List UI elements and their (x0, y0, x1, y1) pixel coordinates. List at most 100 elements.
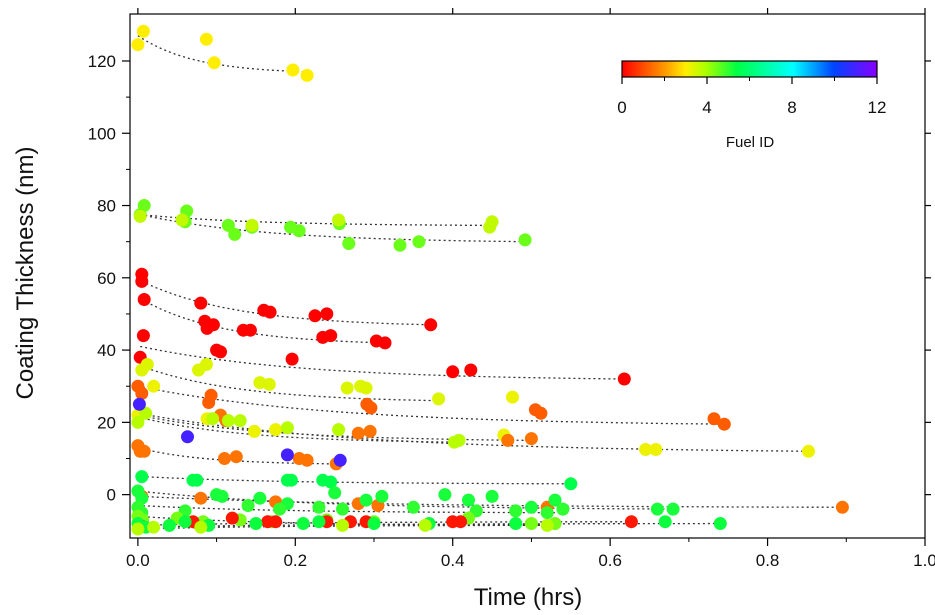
data-point (206, 318, 220, 332)
fit-line-2 (140, 213, 493, 227)
colorbar-tick-label: 12 (868, 98, 887, 117)
data-point (147, 379, 161, 393)
data-point (367, 517, 381, 530)
data-point (214, 345, 227, 359)
data-point (378, 336, 392, 350)
data-point (336, 502, 349, 516)
fit-line-13 (141, 475, 571, 485)
data-point (241, 499, 255, 512)
data-point (194, 491, 208, 505)
data-point (406, 500, 420, 514)
data-point (194, 296, 208, 310)
data-point (649, 443, 663, 456)
y-tick-label: 40 (97, 341, 116, 360)
data-point (446, 365, 460, 379)
data-point (312, 515, 326, 529)
data-point (137, 199, 151, 212)
data-point (292, 224, 306, 238)
data-point (204, 388, 218, 402)
x-tick-label: 1.0 (913, 551, 935, 570)
data-point (351, 426, 365, 440)
data-point (452, 433, 466, 447)
data-point (835, 500, 849, 514)
data-point (363, 424, 377, 438)
data-point (639, 443, 653, 456)
data-point (312, 500, 326, 514)
data-point (249, 517, 263, 530)
data-point (194, 520, 208, 534)
data-point (131, 415, 145, 429)
data-point (506, 390, 519, 404)
data-point (135, 386, 149, 400)
data-point (540, 518, 554, 532)
y-tick-label: 20 (97, 413, 116, 432)
x-axis-title: Time (hrs) (474, 584, 582, 611)
data-point (269, 423, 283, 437)
x-tick-label: 0.6 (598, 551, 622, 570)
y-tick-label: 0 (107, 486, 116, 505)
fit-line-0 (137, 35, 308, 73)
data-point (418, 518, 432, 532)
data-point (135, 267, 149, 281)
data-point (320, 307, 334, 321)
y-tick-label: 80 (97, 197, 116, 216)
data-point (253, 491, 267, 505)
data-point (340, 381, 354, 395)
data-point (707, 412, 721, 426)
data-point (286, 63, 300, 77)
data-point (181, 430, 194, 444)
data-point (221, 218, 235, 232)
data-point (485, 215, 499, 229)
data-point (228, 227, 242, 241)
data-point (135, 470, 149, 484)
data-point (133, 209, 147, 223)
x-tick-label: 0.4 (441, 551, 465, 570)
fit-line-20 (137, 524, 548, 530)
data-point (650, 502, 664, 516)
data-point (137, 444, 151, 458)
fit-line-7 (137, 385, 725, 425)
data-point (247, 424, 261, 438)
data-point (624, 515, 638, 529)
data-point (424, 318, 438, 332)
data-point (139, 406, 153, 420)
data-point (178, 515, 192, 529)
data-point (359, 381, 373, 395)
data-point (332, 423, 346, 437)
colorbar-tick-label: 4 (702, 98, 711, 117)
fit-line-3 (141, 280, 431, 326)
data-point (229, 450, 243, 464)
data-point (464, 363, 478, 377)
fit-line-18 (140, 521, 632, 527)
data-point (524, 432, 538, 446)
data-point (243, 323, 257, 337)
data-point (333, 453, 347, 467)
data-point (518, 233, 532, 247)
data-point (300, 68, 314, 82)
data-point (524, 500, 538, 514)
data-point (225, 511, 239, 525)
colorbar-tick-label: 8 (787, 98, 796, 117)
data-point (132, 397, 146, 411)
data-point (131, 38, 145, 52)
fit-line-8 (137, 412, 809, 452)
data-point (285, 352, 299, 366)
x-tick-label: 0.8 (756, 551, 780, 570)
colorbar-title: Fuel ID (726, 134, 775, 151)
data-point (540, 506, 554, 520)
y-tick-label: 100 (88, 124, 116, 143)
data-point (364, 401, 378, 415)
data-point (534, 406, 548, 420)
data-point (140, 358, 154, 371)
data-point (556, 502, 570, 516)
data-point (221, 414, 235, 428)
data-point (666, 502, 680, 516)
data-point (454, 515, 468, 529)
colorbar: 0 4 8 12 Fuel ID (617, 60, 887, 151)
fit-line-9 (137, 414, 532, 442)
data-point (215, 489, 229, 503)
data-point (658, 515, 672, 529)
data-point (359, 493, 373, 507)
